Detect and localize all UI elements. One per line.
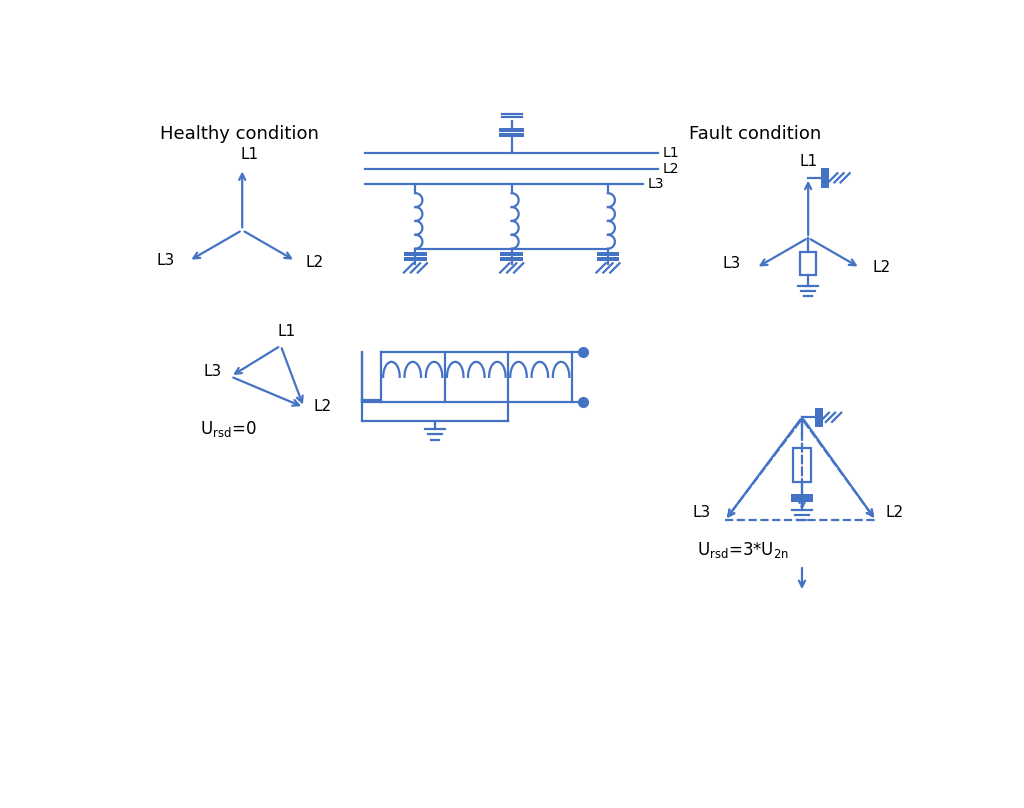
Bar bbox=[801, 252, 816, 275]
Text: L1: L1 bbox=[799, 154, 817, 169]
Text: L1: L1 bbox=[663, 146, 679, 160]
Text: U$_{\sf rsd}$=3*U$_{\sf 2n}$: U$_{\sf rsd}$=3*U$_{\sf 2n}$ bbox=[696, 540, 788, 560]
Text: Healthy condition: Healthy condition bbox=[160, 124, 318, 143]
Text: L2: L2 bbox=[663, 162, 679, 175]
Text: L2: L2 bbox=[885, 505, 903, 520]
Text: L3: L3 bbox=[647, 177, 664, 191]
Bar bbox=[793, 448, 811, 482]
Text: L2: L2 bbox=[872, 259, 890, 275]
Text: U$_{\sf rsd}$=0: U$_{\sf rsd}$=0 bbox=[200, 419, 256, 440]
Text: L2: L2 bbox=[313, 399, 331, 415]
Text: L1: L1 bbox=[241, 147, 259, 162]
Text: Fault condition: Fault condition bbox=[689, 124, 821, 143]
Text: L3: L3 bbox=[723, 256, 740, 271]
Text: L3: L3 bbox=[693, 505, 711, 520]
Text: L1: L1 bbox=[278, 325, 296, 339]
Text: L3: L3 bbox=[157, 253, 175, 267]
Text: L3: L3 bbox=[203, 364, 221, 380]
Text: L2: L2 bbox=[305, 255, 324, 270]
